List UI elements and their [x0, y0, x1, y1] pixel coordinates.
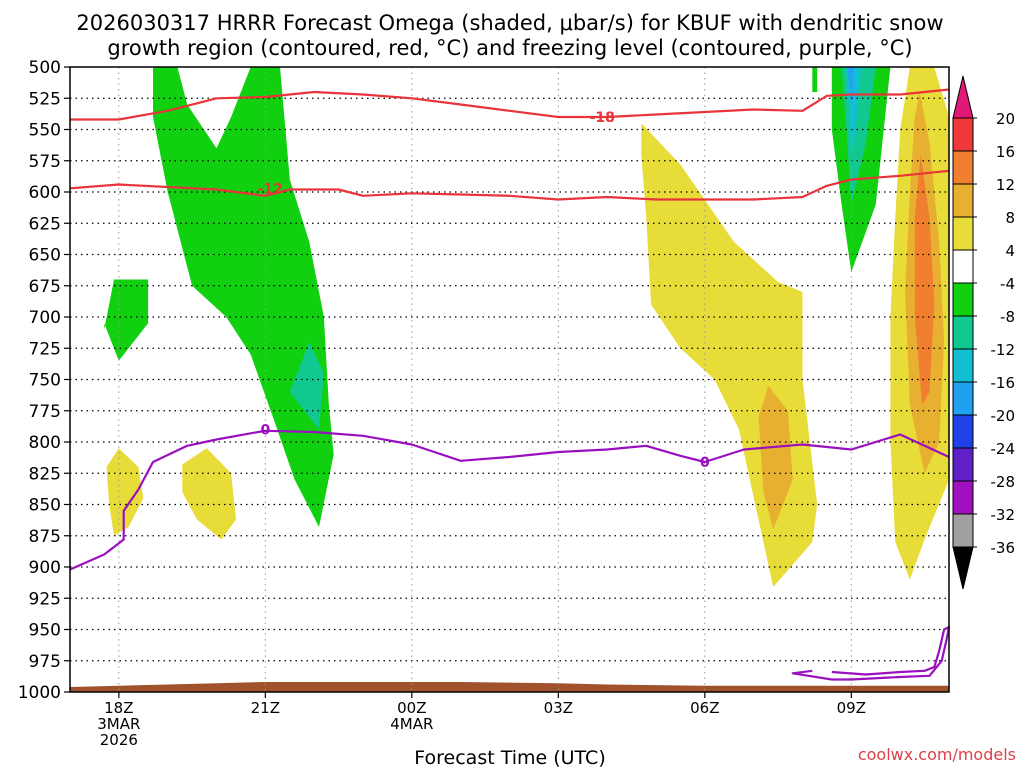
y-tick-label: 725 [29, 339, 61, 359]
y-tick-label: 600 [29, 183, 61, 203]
colorbar-label: 8 [1005, 209, 1015, 227]
colorbar-bin-16 [952, 117, 974, 152]
y-tick-label: 675 [29, 277, 61, 297]
y-tick-label: 575 [29, 152, 61, 172]
colorbar-bin--8 [952, 282, 974, 317]
terrain-surface [70, 682, 949, 692]
omega-region-9 [914, 154, 935, 405]
x-tick-label: 18Z [104, 699, 133, 717]
y-tick-label: 925 [29, 589, 61, 609]
colorbar-bin--4 [952, 249, 974, 284]
dgz-contour-label--18: -18 [590, 110, 615, 126]
y-tick-label: 975 [29, 652, 61, 672]
colorbar-label: -24 [991, 440, 1016, 458]
y-tick-label: 625 [29, 214, 61, 234]
colorbar-label: -20 [991, 407, 1016, 425]
y-tick-label: 950 [29, 621, 61, 641]
contour-lines: -18 -12 0 0 [69, 88, 951, 681]
dgz-contour--12 [69, 169, 950, 201]
y-tick-label: 750 [29, 371, 61, 391]
y-axis: 500 525 550 575 600 625 650 675 700 725 750 775 800 8… [18, 58, 70, 703]
colorbar-bin-4 [952, 216, 974, 251]
colorbar-bin--16 [952, 348, 974, 383]
x-tick-label: 4MAR [390, 715, 433, 733]
colorbar-label: -36 [991, 539, 1016, 557]
y-tick-label: 525 [29, 89, 61, 109]
omega-shaded-regions [104, 67, 949, 588]
y-tick-label: 900 [29, 558, 61, 578]
omega-region-4 [182, 448, 236, 540]
chart-title-line2: growth region (contoured, red, °C) and f… [107, 36, 912, 60]
colorbar-label: -12 [991, 341, 1016, 359]
y-tick-label: 875 [29, 527, 61, 547]
y-tick-label: 825 [29, 464, 61, 484]
x-tick-label: 06Z [690, 699, 719, 717]
colorbar-label: 16 [996, 143, 1015, 161]
omega-region-0 [153, 67, 334, 527]
x-tick-label: 09Z [837, 699, 866, 717]
chart-title-line1: 2026030317 HRRR Forecast Omega (shaded, … [76, 11, 943, 35]
colorbar-under-arrow [952, 546, 974, 590]
freezing-level-contour-low [791, 625, 951, 681]
omega-region-6 [758, 385, 793, 530]
colorbar-bin--28 [952, 447, 974, 482]
colorbar-bin--24 [952, 414, 974, 449]
terrain-layer [70, 682, 949, 692]
colorbar: 20 16 12 8 4 -4 -8 -12 -16 -20 -24 -28 -32 -36 [952, 75, 1016, 590]
colorbar-bin--20 [952, 381, 974, 416]
omega-region-10 [812, 67, 818, 92]
colorbar-label: -4 [1000, 275, 1015, 293]
x-tick-label: 21Z [251, 699, 280, 717]
x-tick-label: 03Z [544, 699, 573, 717]
colorbar-bin--36 [952, 513, 974, 548]
colorbar-label: -28 [991, 473, 1016, 491]
dgz-contour--18 [70, 88, 950, 121]
colorbar-bin-12 [952, 150, 974, 185]
colorbar-bin--12 [952, 315, 974, 350]
y-tick-label: 500 [29, 58, 61, 78]
omega-region-1 [104, 279, 149, 361]
omega-region-3 [106, 448, 144, 536]
freezing-level-label-2: 0 [700, 455, 710, 471]
y-tick-label: 775 [29, 402, 61, 422]
colorbar-label: 20 [996, 110, 1015, 128]
x-axis-label: Forecast Time (UTC) [414, 747, 605, 768]
omega-region-2 [289, 342, 324, 430]
x-tick-label: 3MAR [97, 715, 140, 733]
colorbar-label: -32 [991, 506, 1016, 524]
y-tick-label: 650 [29, 246, 61, 266]
y-tick-label: 800 [29, 433, 61, 453]
x-tick-label: 2026 [100, 731, 138, 749]
colorbar-label: -16 [991, 374, 1016, 392]
credit-text: coolwx.com/models [858, 745, 1016, 764]
colorbar-label: 12 [996, 176, 1015, 194]
colorbar-label: 4 [1005, 242, 1015, 260]
colorbar-label: -8 [1000, 308, 1015, 326]
freezing-level-contour [69, 429, 950, 571]
colorbar-bin-8 [952, 183, 974, 218]
y-tick-label: 850 [29, 496, 61, 516]
freezing-level-label-1: 0 [260, 423, 270, 439]
grid-lines [70, 67, 949, 692]
x-tick-label: 00Z [397, 699, 426, 717]
colorbar-bin--32 [952, 480, 974, 515]
y-tick-label: 1000 [18, 683, 61, 703]
y-tick-label: 700 [29, 308, 61, 328]
y-tick-label: 550 [29, 121, 61, 141]
dgz-contour-label--12: -12 [258, 181, 283, 197]
